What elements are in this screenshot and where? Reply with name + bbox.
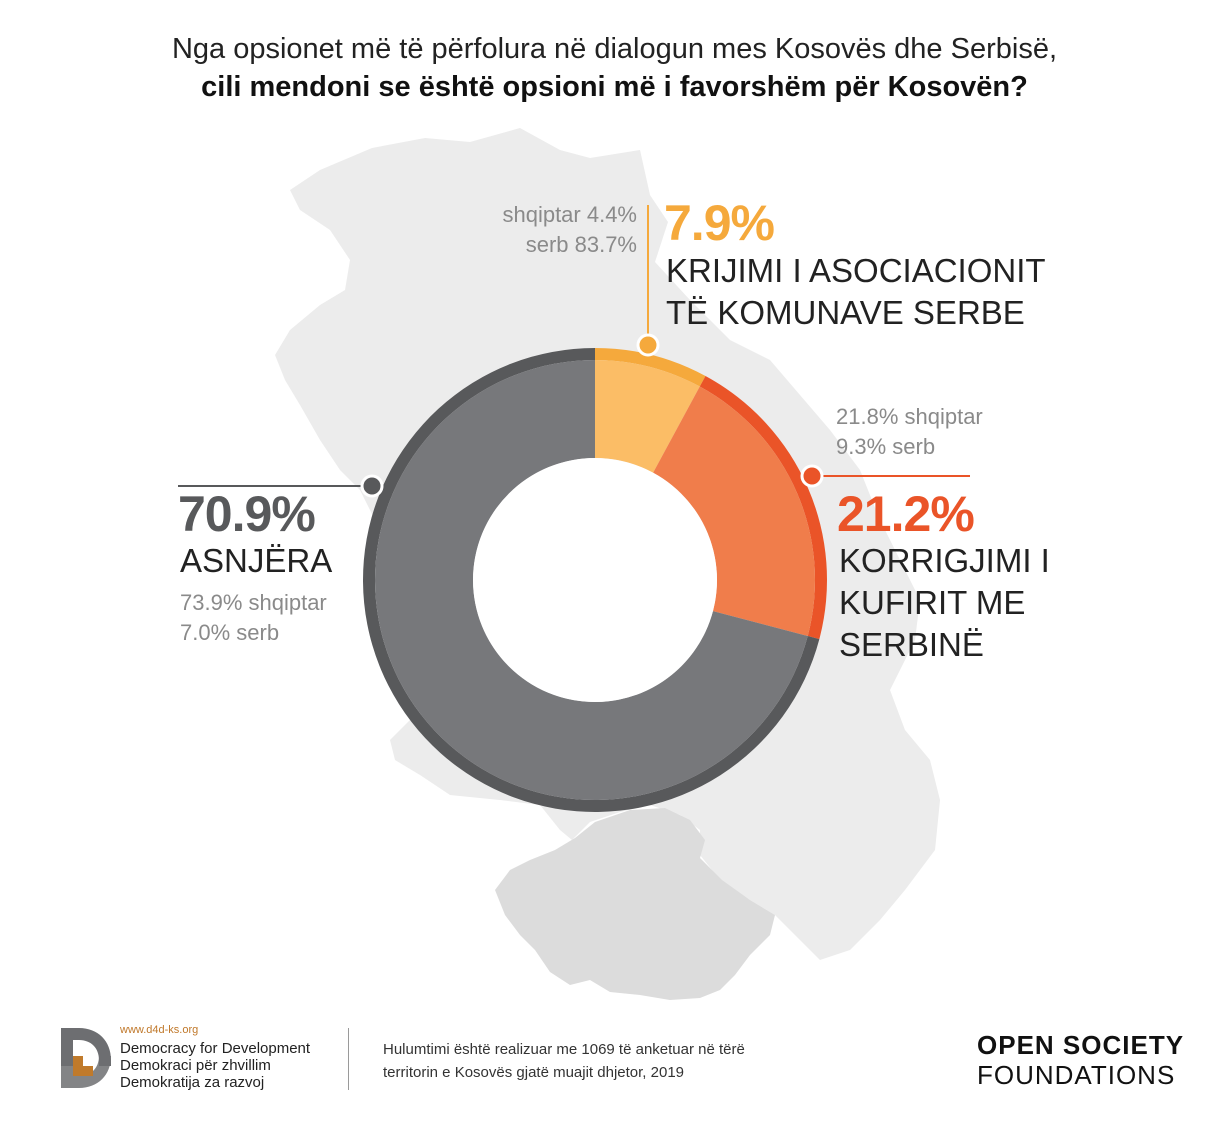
d4d-logo-icon [61,1028,111,1088]
donut-slice-1 [595,360,700,473]
slice-2-breakdown-line-1: 21.8% shqiptar [836,404,983,429]
title-line-2: cili mendoni se është opsioni më i favor… [201,71,1028,103]
slice-1-caption-line-2: TË KOMUNAVE SERBE [666,294,1025,331]
org-name-sq: Demokraci për zhvillim [120,1057,271,1074]
footer-divider [348,1028,349,1090]
donut-hole [473,458,717,702]
title-line-1: Nga opsionet më të përfolura në dialogun… [171,33,1058,65]
leader-lines [178,205,970,498]
slice-2-caption: KORRIGJIMI I KUFIRIT ME SERBINË [839,540,1050,666]
sponsor-line-1: OPEN SOCIETY [977,1030,1185,1060]
slice-2-caption-line-3: SERBINË [839,626,984,663]
slice-1-breakdown: shqiptar 4.4% serb 83.7% [440,200,637,260]
chart-title: Nga opsionet më të përfolura në dialogun… [0,30,1229,106]
slice-3-value: 70.9% [178,486,316,542]
slice-1-caption-line-1: KRIJIMI I ASOCIACIONIT [666,252,1046,289]
slice-1-breakdown-line-2: serb 83.7% [525,232,637,257]
survey-note-line-1: Hulumtimi është realizuar me 1069 të ank… [383,1041,745,1058]
donut-slice-2 [653,386,816,637]
org-url[interactable]: www.d4d-ks.org [120,1024,199,1036]
leader-dot-slice-2 [800,464,824,488]
slice-2-caption-line-2: KUFIRIT ME [839,584,1026,621]
slice-1-value: 7.9% [664,195,775,251]
slice-2-breakdown-line-2: 9.3% serb [836,434,936,459]
survey-note: Hulumtimi është realizuar me 1069 të ank… [383,1038,745,1084]
slice-3-breakdown-line-2: 7.0% serb [180,620,280,645]
sponsor-line-2: FOUNDATIONS [977,1060,1176,1090]
donut-ring-slice-1 [595,348,706,387]
donut-ring-slice-2 [699,375,827,640]
slice-3-breakdown-line-1: 73.9% shqiptar [180,590,327,615]
org-name-sr: Demokratija za razvoj [120,1074,265,1091]
leader-dot-slice-3 [360,474,384,498]
slice-1-caption: KRIJIMI I ASOCIACIONIT TË KOMUNAVE SERBE [666,250,1046,334]
donut-group [363,348,827,813]
donut-slice-3 [374,360,808,800]
survey-note-line-2: territorin e Kosovës gjatë muajit dhjeto… [383,1064,685,1081]
slice-3-breakdown: 73.9% shqiptar 7.0% serb [180,588,327,648]
slice-3-caption: ASNJËRA [180,542,333,579]
slice-2-breakdown: 21.8% shqiptar 9.3% serb [836,402,983,462]
sponsor-logo: OPEN SOCIETY FOUNDATIONS [977,1030,1184,1090]
org-name-en: Democracy for Development [120,1040,311,1057]
slice-2-caption-line-1: KORRIGJIMI I [839,542,1050,579]
slice-2-value: 21.2% [837,486,975,542]
slice-1-breakdown-line-1: shqiptar 4.4% [502,202,637,227]
map-kosovo-shape [495,808,775,1000]
leader-dot-slice-1 [636,333,660,357]
